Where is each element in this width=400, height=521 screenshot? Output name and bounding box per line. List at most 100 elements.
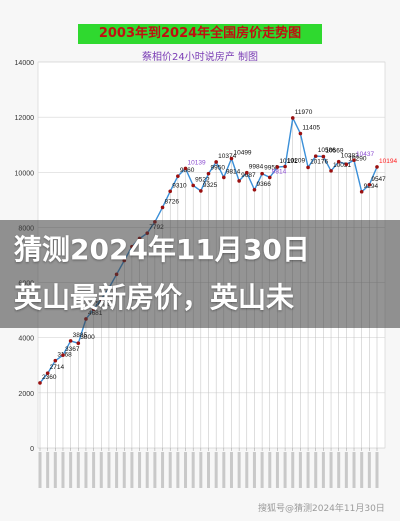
data-point <box>168 189 173 194</box>
x-tick-label <box>275 452 279 488</box>
data-label: 10209 <box>287 158 305 165</box>
data-point <box>160 205 165 210</box>
x-tick-label <box>298 452 302 488</box>
x-tick-label <box>352 452 356 488</box>
data-label: 9860 <box>180 167 195 174</box>
data-label: 10290 <box>348 155 366 162</box>
x-tick-label <box>138 452 142 488</box>
x-tick-label <box>268 452 272 488</box>
x-tick-label <box>153 452 157 488</box>
data-label: 9687 <box>241 172 256 179</box>
x-tick-label <box>344 452 348 488</box>
x-tick-label <box>69 452 73 488</box>
x-tick-label <box>329 452 333 488</box>
x-tick-label <box>46 452 50 488</box>
data-label: 10499 <box>233 150 251 157</box>
x-tick-label <box>161 452 165 488</box>
data-point <box>375 165 379 169</box>
x-tick-label <box>84 452 88 488</box>
x-tick-label <box>145 452 149 488</box>
data-point <box>214 160 218 164</box>
data-point <box>68 339 73 343</box>
headline-line-2: 英山最新房价，英山未 <box>14 281 295 314</box>
x-tick-label <box>283 452 287 488</box>
x-tick-label <box>245 452 249 488</box>
x-tick-label <box>375 452 379 488</box>
y-tick-label: 4000 <box>18 336 34 343</box>
y-tick-label: 0 <box>30 446 34 453</box>
x-tick-label <box>314 452 318 488</box>
x-tick-label <box>199 452 203 488</box>
x-tick-label <box>176 452 180 488</box>
data-point <box>237 179 241 183</box>
x-tick-label <box>61 452 65 488</box>
x-tick-label <box>207 452 210 488</box>
x-tick-label <box>168 452 172 488</box>
data-point <box>45 371 50 375</box>
data-label: 10383 <box>341 153 359 160</box>
data-point <box>252 187 257 192</box>
x-tick-label <box>367 452 371 488</box>
x-tick-label <box>122 452 126 488</box>
data-label: 10194 <box>379 158 397 165</box>
x-tick-label <box>38 452 42 488</box>
data-point <box>191 183 195 188</box>
data-label: 11405 <box>302 125 320 132</box>
data-label: 3885 <box>73 332 88 339</box>
data-point <box>222 175 226 180</box>
data-label: 10191 <box>279 158 297 165</box>
data-point <box>306 165 310 170</box>
data-label: 9522 <box>195 176 210 183</box>
x-tick-label <box>53 452 57 488</box>
data-label: 9950 <box>211 165 226 172</box>
data-point <box>329 169 333 173</box>
x-tick-label <box>107 452 111 488</box>
data-point <box>229 156 234 161</box>
data-label: 10051 <box>333 162 351 169</box>
data-point <box>367 182 372 187</box>
y-tick-label: 2000 <box>18 391 34 398</box>
data-point <box>283 164 287 169</box>
x-tick-label <box>222 452 226 488</box>
y-tick-label: 10000 <box>15 170 35 177</box>
x-tick-label <box>360 452 364 488</box>
data-label: 9814 <box>226 168 241 175</box>
x-tick-label <box>260 452 264 488</box>
data-label: 8726 <box>165 198 180 205</box>
data-label: 10569 <box>325 148 343 155</box>
x-tick-label <box>115 452 119 488</box>
data-point <box>206 171 211 176</box>
x-tick-label <box>337 452 341 488</box>
x-tick-label <box>229 452 233 488</box>
x-tick-label <box>291 452 295 488</box>
y-tick-label: 12000 <box>15 115 35 122</box>
data-label: 9547 <box>371 176 386 183</box>
chart-subtitle: 蔡相价24小时说房产 制图 <box>142 52 258 63</box>
headline-line-1: 猜测2024年11月30日 <box>14 233 310 266</box>
x-tick-label <box>92 452 96 488</box>
x-tick-label <box>130 452 134 488</box>
data-label: 9950 <box>264 165 279 172</box>
data-label: 10176 <box>310 158 328 165</box>
data-label: 9310 <box>172 182 187 189</box>
data-label: 2714 <box>50 364 65 371</box>
data-point <box>344 162 349 167</box>
data-label: 10437 <box>356 151 374 158</box>
data-point <box>61 353 65 357</box>
data-label: 9984 <box>249 164 264 171</box>
data-point <box>199 189 203 193</box>
data-point <box>183 166 188 171</box>
x-tick-label <box>191 452 195 488</box>
data-point <box>313 154 318 158</box>
data-label: 10374 <box>218 153 236 160</box>
x-tick-label <box>184 452 188 488</box>
x-tick-label <box>99 452 103 488</box>
watermark: 搜狐号@猜测2024年11月30日 <box>258 504 385 514</box>
data-point <box>321 154 326 159</box>
x-tick-label <box>237 452 241 488</box>
data-point <box>176 174 180 178</box>
data-label: 10139 <box>188 159 206 166</box>
x-tick-label <box>321 452 325 488</box>
data-point <box>359 189 364 194</box>
